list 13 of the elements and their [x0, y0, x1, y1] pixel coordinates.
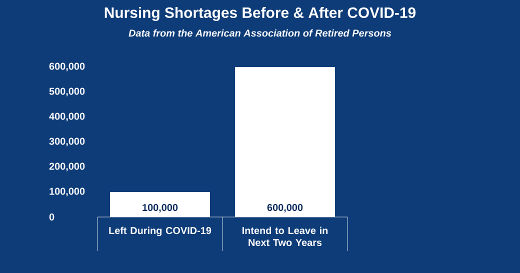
y-tick-label: 500,000 [49, 88, 85, 96]
data-label: 100,000 [142, 204, 178, 212]
x-tick-label: Left During COVID-19 [109, 226, 212, 236]
y-tick-label: 100,000 [50, 188, 85, 196]
y-tick-label: 0 [49, 213, 54, 221]
data-label: 600,000 [267, 204, 303, 212]
chart-title: Nursing Shortages Before & After COVID-19 [104, 7, 416, 21]
y-tick-label: 200,000 [49, 162, 85, 172]
chart-subtitle: Data from the American Association of Retired Persons [128, 29, 392, 37]
y-tick-label: 600,000 [49, 62, 85, 72]
x-tick-label: Intend to Leave in Next Two Years [242, 226, 328, 246]
y-tick-label: 400,000 [49, 112, 85, 122]
y-tick-label: 300,000 [49, 138, 85, 146]
